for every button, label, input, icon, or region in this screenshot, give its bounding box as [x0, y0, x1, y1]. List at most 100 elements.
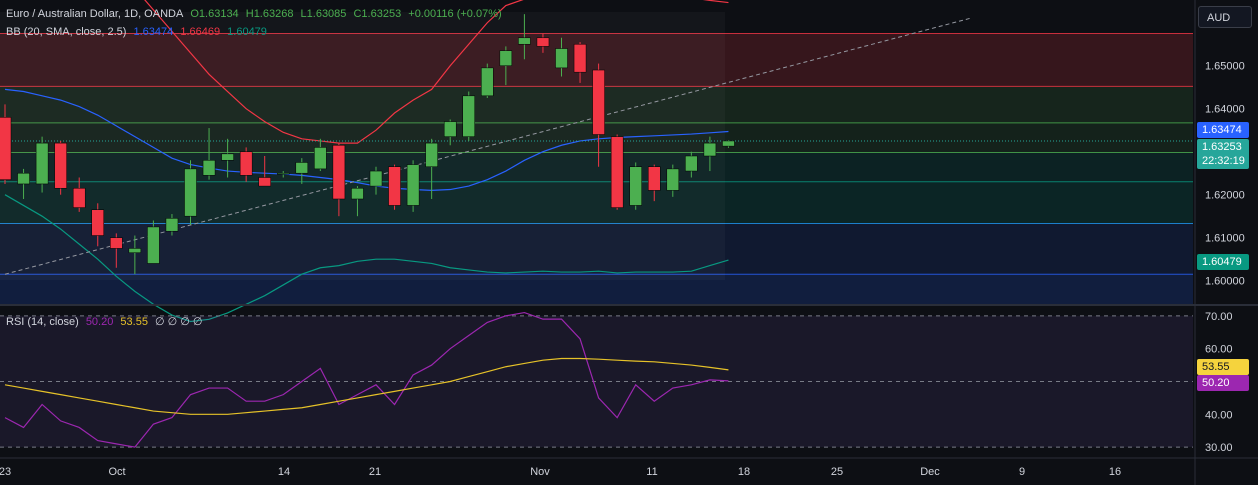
candle-body: [406, 164, 420, 206]
candle[interactable]: [481, 63, 494, 98]
low-value: L1.63085: [300, 8, 347, 20]
candles[interactable]: [0, 14, 735, 275]
rsi-line: [4, 311, 729, 448]
candle[interactable]: [648, 164, 661, 202]
candle-body: [258, 177, 271, 187]
rsi-value: 50.20: [85, 316, 114, 328]
candle[interactable]: [91, 203, 104, 247]
time-tick-label: 11: [646, 466, 657, 478]
price-tick-label: 1.62000: [1205, 190, 1245, 202]
candle-body: [592, 69, 605, 135]
candle-body: [648, 166, 661, 191]
price-tick-label: 1.64000: [1205, 104, 1245, 116]
candle-body: [555, 48, 568, 69]
rsi-ma-value: 53.55: [120, 316, 148, 328]
candle[interactable]: [629, 162, 642, 210]
price-tick-label: 1.65000: [1205, 61, 1245, 73]
candle[interactable]: [722, 140, 735, 148]
candle[interactable]: [406, 160, 420, 212]
bb-basis-line: [4, 88, 729, 191]
rsi-label[interactable]: RSI (14, close): [6, 316, 79, 328]
rsi-tick-label: 70.00: [1205, 311, 1233, 323]
candle[interactable]: [573, 42, 587, 83]
candle[interactable]: [314, 138, 327, 172]
price-tick-label: 1.60000: [1205, 276, 1245, 288]
candle[interactable]: [184, 160, 197, 225]
currency-button[interactable]: AUD: [1198, 6, 1252, 28]
candle-body: [332, 145, 346, 200]
candle-body: [314, 147, 327, 170]
fib-zone: [0, 181, 1193, 224]
last-price-value: 1.63253: [1202, 141, 1242, 153]
time-tick-label: 9: [1019, 466, 1025, 478]
candle[interactable]: [165, 214, 179, 236]
candle[interactable]: [666, 164, 680, 197]
bb-lower-price-tag: 1.60479: [1197, 254, 1249, 270]
candle[interactable]: [332, 143, 346, 217]
bb-legend: BB (20, SMA, close, 2.5) 1.63474 1.66469…: [6, 26, 271, 38]
candle-body: [629, 166, 642, 206]
candle[interactable]: [202, 128, 216, 180]
candle[interactable]: [239, 147, 253, 182]
change-value: +0.00116 (+0.07%): [408, 8, 502, 20]
candle[interactable]: [388, 164, 401, 210]
rsi-ma-tag: 53.55: [1197, 359, 1249, 375]
bb-label[interactable]: BB (20, SMA, close, 2.5): [6, 26, 127, 38]
candle-body: [35, 142, 49, 185]
candle[interactable]: [35, 136, 49, 193]
candle[interactable]: [369, 166, 383, 195]
candle[interactable]: [277, 171, 290, 178]
candle[interactable]: [72, 177, 86, 212]
candle-body: [388, 166, 401, 206]
candle-body: [481, 67, 494, 97]
candle[interactable]: [110, 233, 123, 268]
candle[interactable]: [703, 136, 717, 172]
candle-body: [518, 37, 531, 45]
open-value: O1.63134: [190, 8, 239, 20]
candle[interactable]: [499, 46, 513, 86]
candle-body: [369, 170, 383, 187]
time-tick-label: 21: [369, 466, 381, 478]
rsi-tick-label: 30.00: [1205, 442, 1233, 454]
candle[interactable]: [147, 220, 160, 264]
candle[interactable]: [128, 235, 142, 275]
candle[interactable]: [425, 138, 438, 199]
candle[interactable]: [295, 158, 309, 184]
rsi-legend: RSI (14, close) 50.20 53.55 ∅ ∅ ∅ ∅: [6, 315, 207, 328]
candle[interactable]: [462, 91, 475, 141]
candle-body: [165, 218, 179, 232]
bollinger-bands: [0, 0, 1193, 323]
candle-body: [610, 136, 624, 208]
bb-upper-value: 1.66469: [180, 26, 221, 38]
candle-body: [425, 142, 438, 167]
candle[interactable]: [610, 134, 624, 210]
price-tick-label: 1.61000: [1205, 233, 1245, 245]
candle[interactable]: [0, 104, 12, 184]
candle[interactable]: [258, 156, 271, 187]
candle-body: [147, 226, 160, 264]
candle[interactable]: [518, 14, 531, 60]
candle[interactable]: [685, 151, 698, 178]
time-tick-label: Dec: [920, 466, 940, 478]
candle-body: [685, 155, 698, 172]
candle[interactable]: [592, 63, 605, 167]
candle[interactable]: [221, 138, 234, 178]
candle-body: [722, 140, 735, 147]
candle[interactable]: [536, 33, 550, 53]
candle[interactable]: [351, 186, 364, 217]
candle[interactable]: [54, 140, 67, 195]
candle-body: [128, 248, 142, 253]
candle-body: [295, 162, 309, 174]
candle-body: [351, 187, 364, 200]
fib-zone: [0, 152, 1193, 182]
candle-body: [666, 168, 680, 191]
candle[interactable]: [443, 119, 457, 146]
fib-retracement: [0, 32, 1193, 305]
candle[interactable]: [17, 168, 30, 199]
symbol-title[interactable]: Euro / Australian Dollar, 1D, OANDA: [6, 8, 184, 20]
bb-basis-value: 1.63474: [133, 26, 174, 38]
bb-lower-value: 1.60479: [227, 26, 267, 38]
candle[interactable]: [555, 37, 568, 77]
